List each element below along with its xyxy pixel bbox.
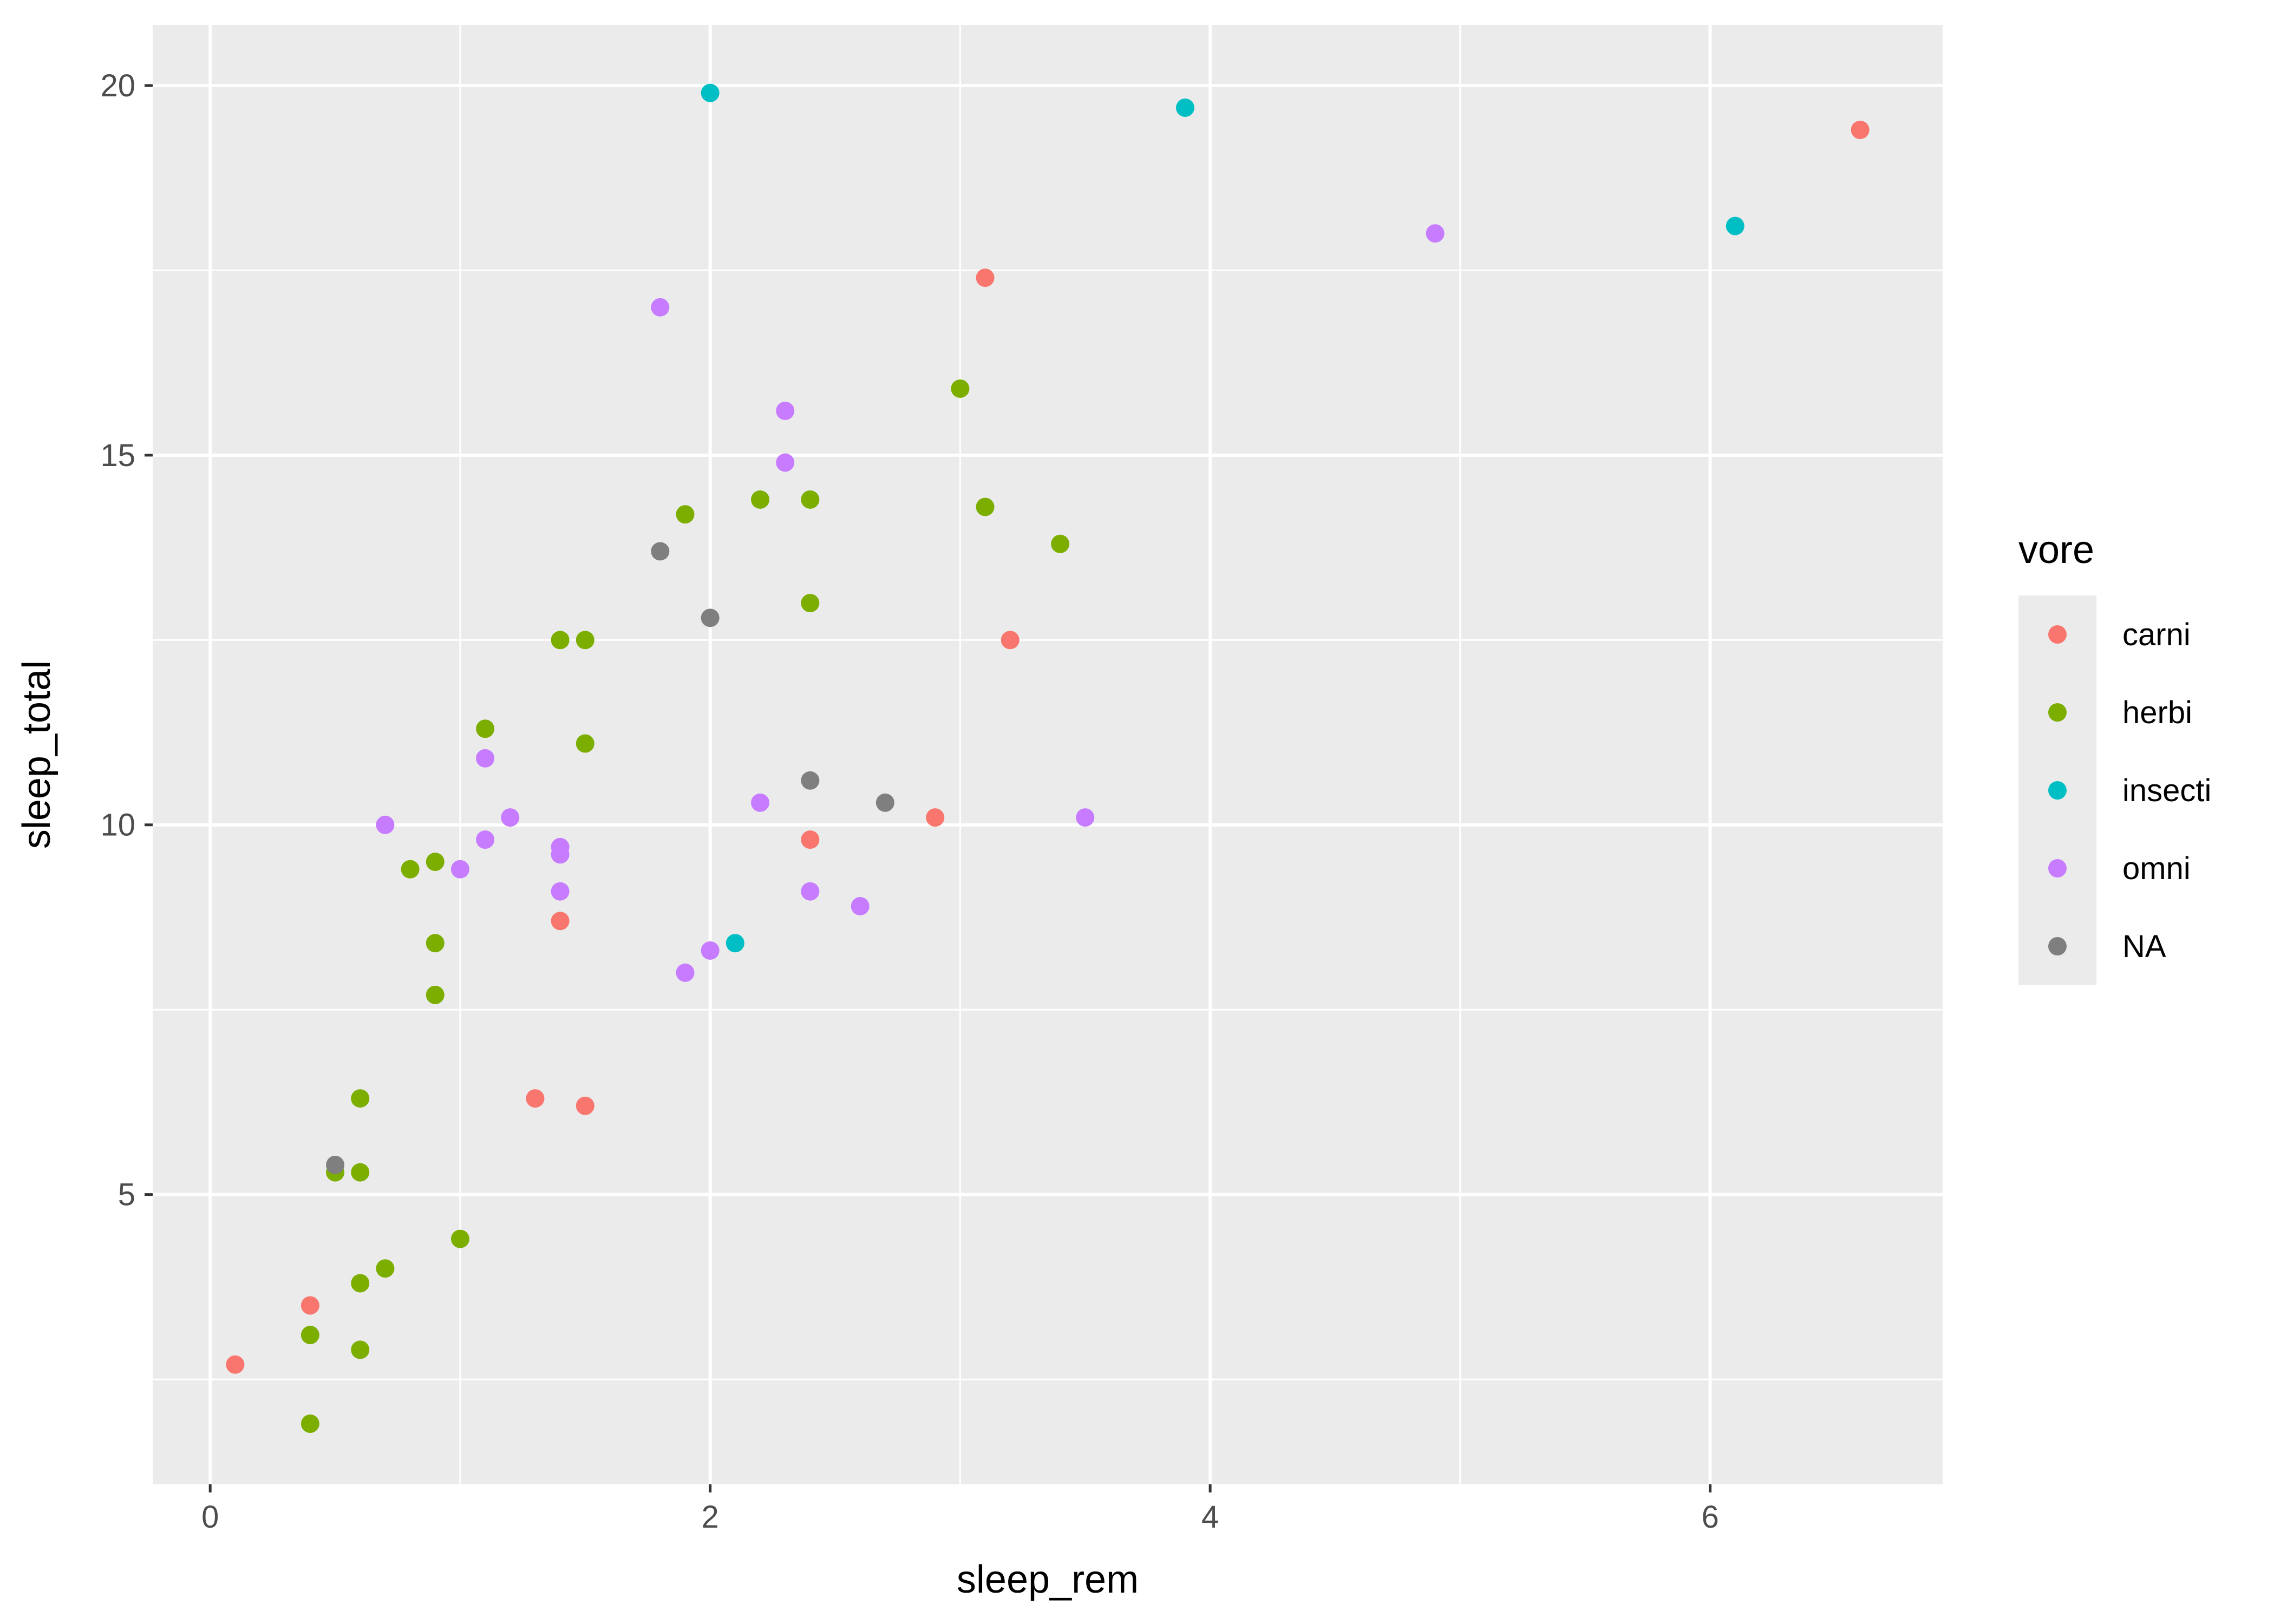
data-point-herbi [976, 497, 995, 516]
legend-key-marker [2048, 937, 2067, 955]
data-point-insecti [1726, 217, 1744, 235]
y-axis-ticks: 5 10 15 20 [100, 68, 153, 1213]
data-point-omni [476, 749, 495, 768]
data-point-herbi [351, 1340, 370, 1359]
data-point-herbi [450, 1229, 469, 1248]
data-point-na [651, 542, 670, 561]
data-point-omni [676, 963, 695, 982]
data-point-omni [801, 882, 820, 901]
legend-label: insecti [2122, 773, 2211, 808]
data-point-omni [701, 941, 720, 960]
data-point-na [326, 1155, 345, 1174]
data-point-herbi [576, 734, 594, 753]
data-point-carni [801, 830, 820, 849]
legend-label: omni [2122, 851, 2191, 886]
data-point-carni [1851, 120, 1870, 139]
legend-item-na: NA [2048, 929, 2166, 964]
legend-item-herbi: herbi [2048, 695, 2192, 730]
data-point-carni [576, 1096, 594, 1115]
data-point-insecti [726, 934, 744, 953]
data-point-omni [1426, 224, 1445, 243]
plot-panel [153, 25, 1943, 1484]
data-point-carni [1001, 631, 1020, 650]
legend-item-carni: carni [2048, 617, 2191, 652]
legend-title: vore [2018, 528, 2094, 572]
data-points [226, 83, 1870, 1433]
data-point-omni [651, 298, 670, 317]
x-tick-label: 4 [1201, 1499, 1219, 1535]
data-point-omni [476, 830, 495, 849]
data-point-herbi [426, 853, 445, 872]
data-point-herbi [751, 490, 770, 509]
data-point-omni [751, 793, 770, 812]
y-tick-label: 15 [100, 438, 135, 473]
minor-gridlines [153, 25, 1943, 1484]
data-point-herbi [576, 631, 594, 650]
data-point-herbi [676, 505, 695, 524]
data-point-carni [976, 269, 995, 287]
y-tick-label: 5 [118, 1177, 135, 1213]
legend-label: herbi [2122, 695, 2192, 730]
data-point-herbi [300, 1415, 319, 1433]
legend-key-marker [2048, 625, 2067, 644]
data-point-omni [376, 815, 395, 834]
y-tick-label: 20 [100, 68, 135, 103]
legend-key-marker [2048, 859, 2067, 878]
data-point-herbi [426, 985, 445, 1004]
data-point-omni [551, 882, 570, 901]
data-point-omni [1076, 808, 1095, 827]
legend-label: carni [2122, 617, 2191, 652]
data-point-na [801, 771, 820, 790]
data-point-herbi [551, 631, 570, 650]
data-point-herbi [401, 860, 420, 879]
data-point-insecti [701, 83, 720, 102]
data-point-herbi [951, 379, 970, 398]
legend-key-marker [2048, 781, 2067, 800]
data-point-omni [501, 808, 520, 827]
data-point-carni [226, 1355, 245, 1374]
data-point-insecti [1175, 98, 1194, 117]
data-point-carni [300, 1296, 319, 1315]
y-axis-title: sleep_total [15, 660, 58, 849]
legend-item-insecti: insecti [2048, 773, 2211, 808]
data-point-omni [851, 896, 870, 915]
x-axis-title: sleep_rem [957, 1558, 1139, 1601]
data-point-omni [776, 401, 795, 420]
data-point-herbi [300, 1326, 319, 1345]
y-tick-label: 10 [100, 808, 135, 843]
data-point-herbi [801, 490, 820, 509]
major-gridlines [153, 25, 1943, 1484]
legend-item-omni: omni [2048, 851, 2191, 886]
data-point-herbi [801, 594, 820, 613]
data-point-na [875, 793, 894, 812]
data-point-omni [776, 453, 795, 472]
data-point-carni [926, 808, 945, 827]
legend-label: NA [2122, 929, 2166, 964]
data-point-herbi [1051, 534, 1070, 553]
data-point-omni [551, 837, 570, 856]
data-point-herbi [376, 1259, 395, 1278]
x-axis-ticks: 0 2 4 6 [201, 1484, 1719, 1535]
data-point-omni [450, 860, 469, 879]
data-point-na [701, 608, 720, 627]
data-point-carni [551, 912, 570, 931]
data-point-herbi [351, 1163, 370, 1182]
data-point-herbi [426, 934, 445, 953]
legend-items: carni herbi insecti omni NA [2048, 617, 2211, 964]
data-point-herbi [351, 1089, 370, 1108]
x-tick-label: 6 [1701, 1499, 1718, 1535]
x-tick-label: 0 [201, 1499, 219, 1535]
data-point-herbi [351, 1274, 370, 1293]
data-point-herbi [476, 719, 495, 738]
legend: vore carni herbi insecti omni NA [2018, 528, 2211, 985]
data-point-carni [526, 1089, 545, 1108]
x-tick-label: 2 [702, 1499, 719, 1535]
legend-key-marker [2048, 703, 2067, 722]
